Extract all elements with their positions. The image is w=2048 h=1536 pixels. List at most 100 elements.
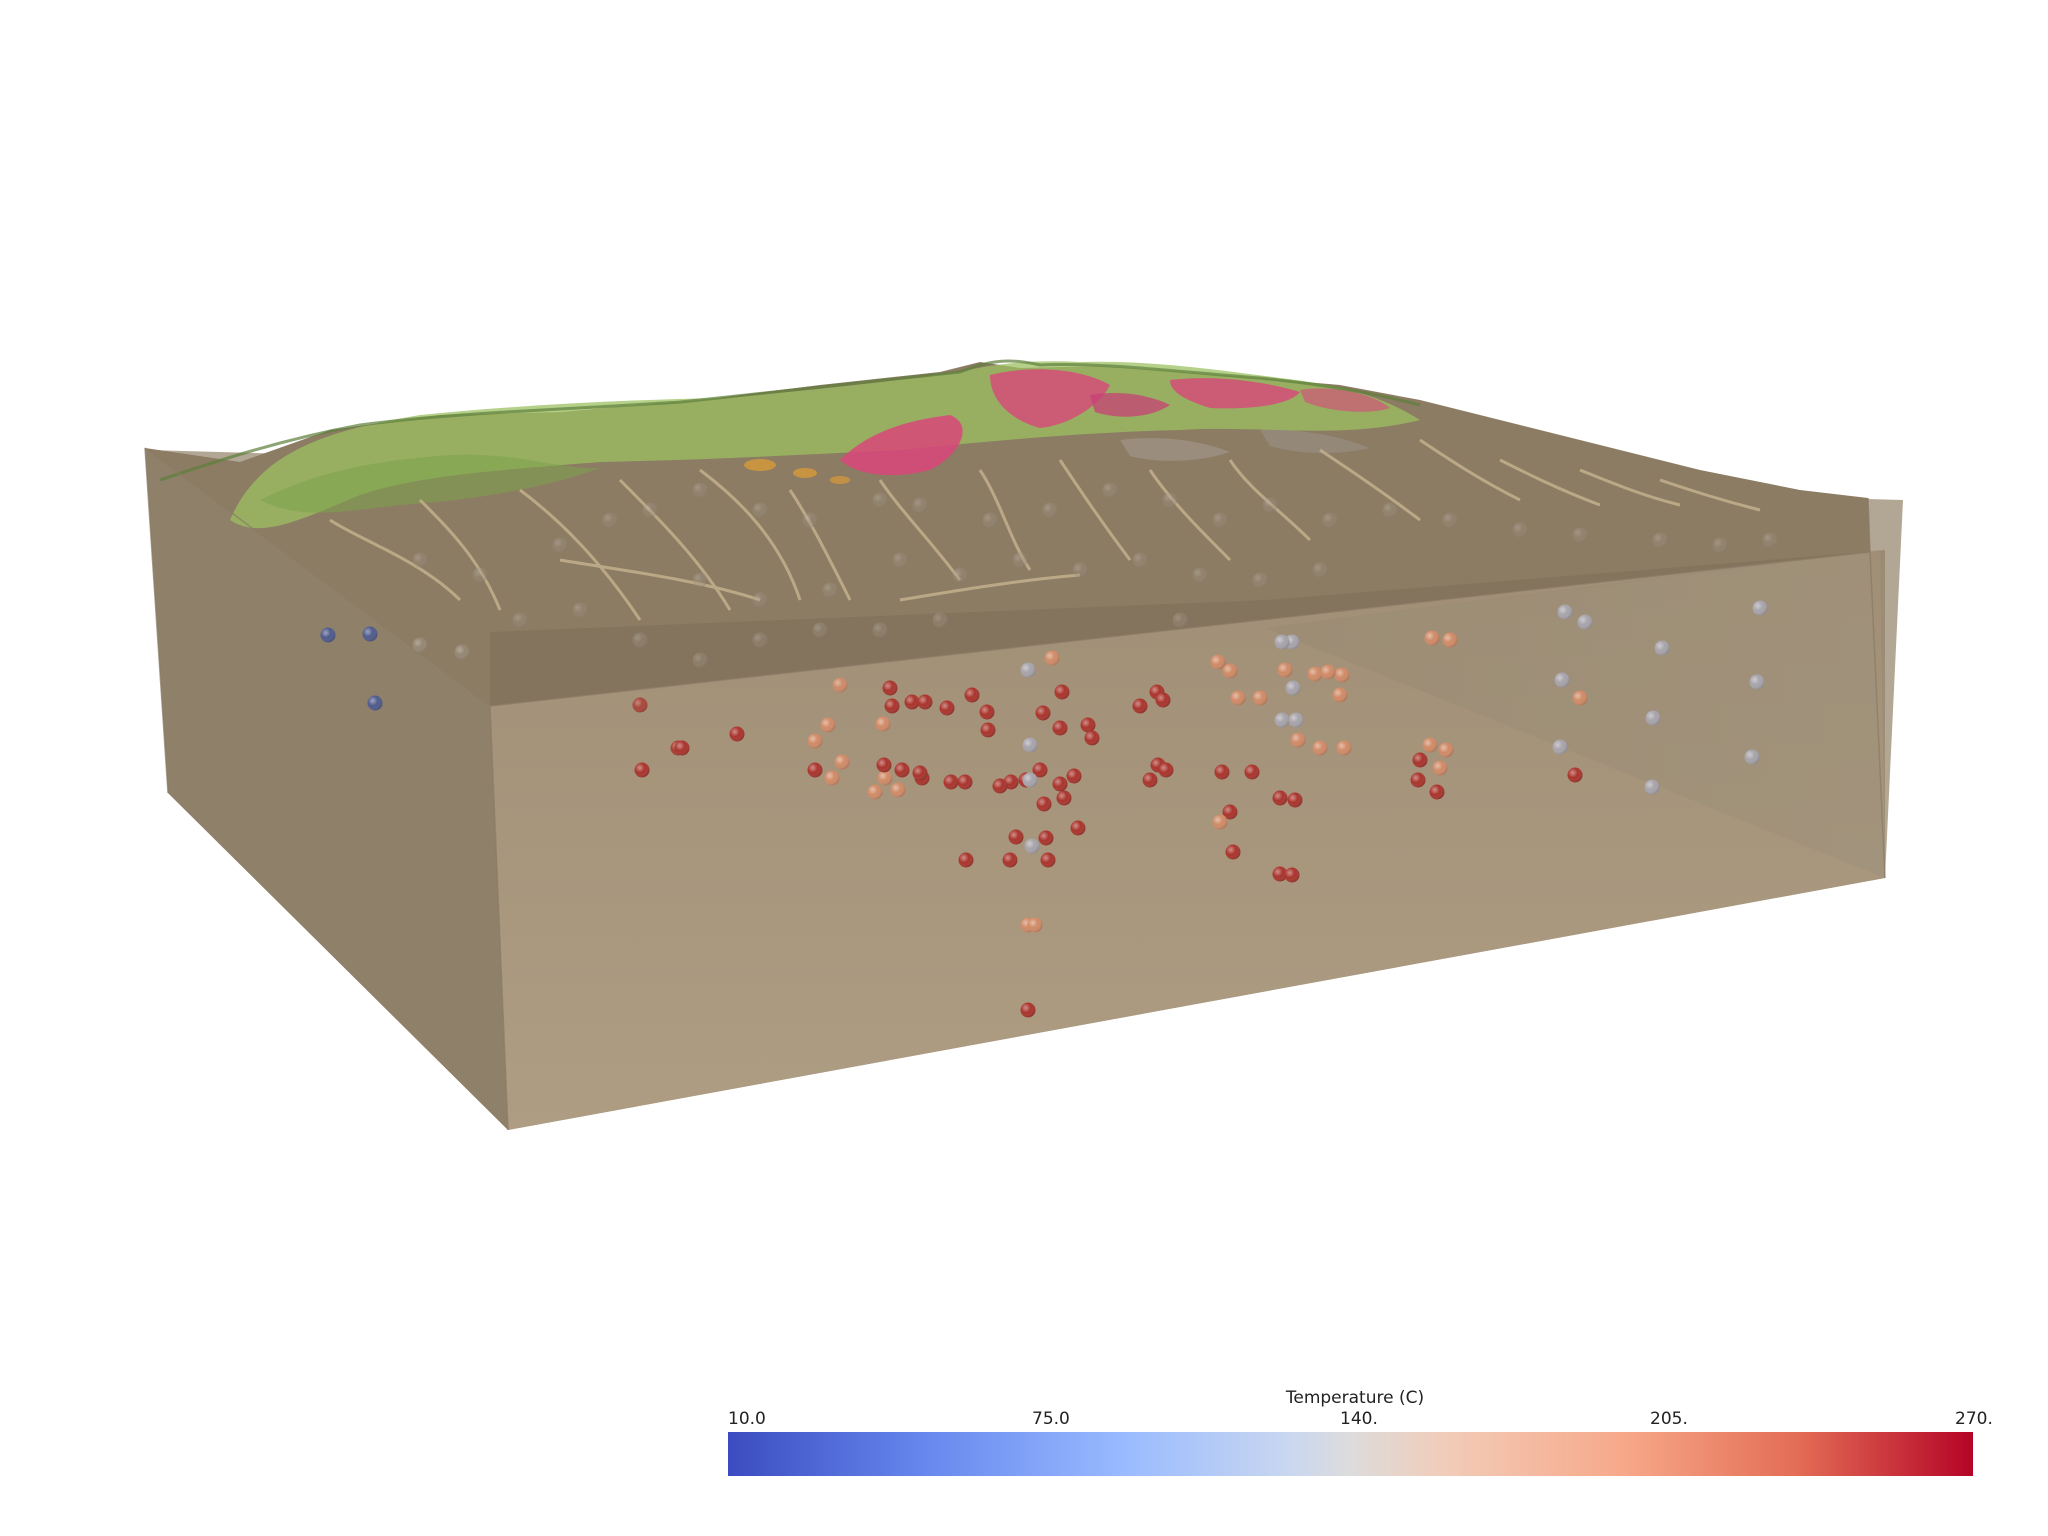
sphere-shading: [1322, 512, 1338, 528]
sphere-shading: [917, 694, 933, 710]
sphere-shading: [1277, 662, 1293, 678]
sphere-shading: [872, 492, 888, 508]
sphere-shading: [692, 482, 708, 498]
sphere-shading: [1084, 730, 1100, 746]
sphere-shading: [1056, 790, 1072, 806]
sphere-shading: [1162, 492, 1178, 508]
model-box-edges: [144, 447, 1886, 1131]
sphere-shading: [1274, 634, 1290, 650]
sphere-shading: [1230, 690, 1246, 706]
sphere-shading: [634, 762, 650, 778]
sphere-shading: [1557, 604, 1573, 620]
sphere-shading: [1382, 502, 1398, 518]
sphere-shading: [692, 572, 708, 588]
sphere-shading: [472, 567, 488, 583]
sphere-shading: [904, 694, 920, 710]
sphere-shading: [1244, 764, 1260, 780]
colorbar-gradient: [728, 1432, 1973, 1476]
sphere-shading: [1222, 804, 1238, 820]
sphere-shading: [882, 680, 898, 696]
sphere-shading: [1052, 720, 1068, 736]
sphere-shading: [362, 626, 378, 642]
colorbar-tick-label: 140.: [1340, 1409, 1378, 1429]
sphere-shading: [894, 762, 910, 778]
sphere-shading: [1274, 712, 1290, 728]
sphere-shading: [1749, 674, 1765, 690]
sphere-shading: [890, 782, 906, 798]
sphere-shading: [1442, 512, 1458, 528]
sphere-shading: [992, 778, 1008, 794]
sphere-shading: [1022, 737, 1038, 753]
sphere-shading: [867, 784, 883, 800]
sphere-shading: [1155, 692, 1171, 708]
sphere-shading: [752, 632, 768, 648]
sphere-shading: [1752, 600, 1768, 616]
sphere-shading: [632, 697, 648, 713]
sphere-shading: [1252, 572, 1268, 588]
sphere-shading: [1320, 664, 1336, 680]
sphere-shading: [1008, 829, 1024, 845]
sphere-shading: [877, 770, 893, 786]
sphere-shading: [412, 552, 428, 568]
sphere-shading: [834, 754, 850, 770]
sphere-shading: [912, 497, 928, 513]
sphere-shading: [642, 502, 658, 518]
sphere-shading: [1572, 690, 1588, 706]
sphere-shading: [1158, 762, 1174, 778]
sphere-shading: [1334, 667, 1350, 683]
sphere-shading: [1012, 552, 1028, 568]
sphere-shading: [1429, 784, 1445, 800]
sphere-shading: [1762, 532, 1778, 548]
sphere-shading: [1142, 772, 1158, 788]
sphere-shading: [932, 612, 948, 628]
sphere-shading: [512, 612, 528, 628]
sphere-shading: [1072, 562, 1088, 578]
sphere-shading: [1172, 612, 1188, 628]
sphere-shading: [1070, 820, 1086, 836]
sphere-shading: [1438, 742, 1454, 758]
sphere-shading: [412, 637, 428, 653]
sphere-shading: [807, 733, 823, 749]
model-box-left-face: [145, 448, 508, 1130]
sphere-shading: [1284, 867, 1300, 883]
sphere-shading: [454, 644, 470, 660]
sphere-shading: [674, 740, 690, 756]
sphere-shading: [832, 677, 848, 693]
sphere-shading: [884, 698, 900, 714]
sphere-shading: [872, 622, 888, 638]
sphere-shading: [1038, 830, 1054, 846]
sphere-shading: [1132, 552, 1148, 568]
sphere-shading: [982, 512, 998, 528]
sphere-shading: [824, 770, 840, 786]
sphere-shading: [1080, 717, 1096, 733]
sphere-shading: [752, 502, 768, 518]
sphere-shading: [1272, 790, 1288, 806]
sphere-shading: [1225, 844, 1241, 860]
sphere-shading: [1572, 527, 1588, 543]
colorbar-tick-label: 205.: [1650, 1409, 1688, 1429]
sphere-shading: [1712, 537, 1728, 553]
colorbar-tick-label: 75.0: [1032, 1409, 1070, 1429]
sphere-shading: [1222, 663, 1238, 679]
sphere-shading: [1044, 650, 1060, 666]
sphere-shading: [1020, 662, 1036, 678]
sphere-shading: [1567, 767, 1583, 783]
sphere-shading: [958, 852, 974, 868]
colorbar-tick-label: 10.0: [728, 1409, 766, 1429]
sphere-shading: [1035, 705, 1051, 721]
sphere-shading: [812, 622, 828, 638]
sphere-shading: [729, 726, 745, 742]
temperature-sample-points: [320, 482, 1778, 1018]
sphere-shading: [1212, 512, 1228, 528]
sphere-shading: [1644, 779, 1660, 795]
sphere-shading: [822, 582, 838, 598]
sphere-shading: [807, 762, 823, 778]
sphere-shading: [1132, 698, 1148, 714]
sphere-shading: [892, 552, 908, 568]
sphere-shading: [1287, 792, 1303, 808]
sphere-shading: [1288, 712, 1304, 728]
sphere-shading: [1290, 732, 1306, 748]
sphere-shading: [1422, 737, 1438, 753]
sphere-shading: [1307, 666, 1323, 682]
